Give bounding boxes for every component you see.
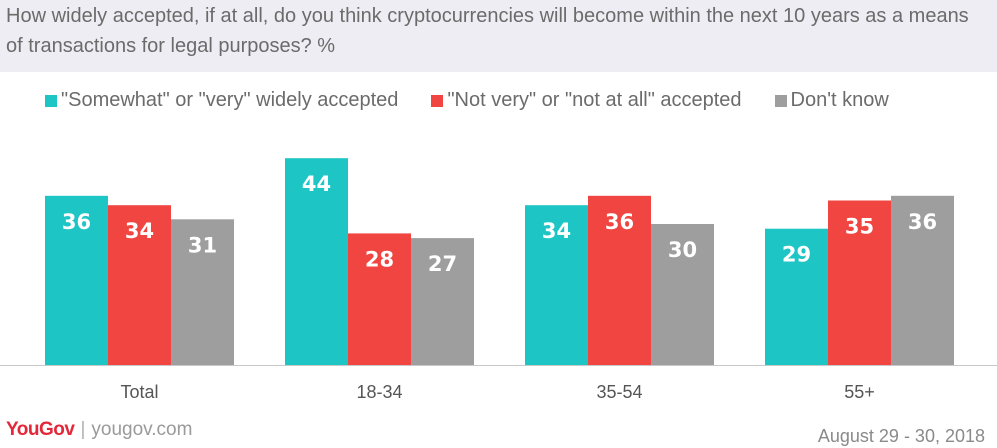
legend-label-dont-know: Don't know xyxy=(790,89,889,111)
legend-item-somewhat-very: "Somewhat" or "very" widely accepted xyxy=(45,89,398,112)
footer-separator: | xyxy=(80,419,86,440)
bar-3-3 xyxy=(651,224,714,365)
bar-2-2 xyxy=(348,233,411,365)
category-label-4: 55+ xyxy=(844,382,875,402)
data-label-2-3: 36 xyxy=(605,210,634,234)
footer-url: yougov.com xyxy=(91,419,193,440)
data-label-2-2: 28 xyxy=(365,247,394,271)
bar-2-1 xyxy=(108,205,171,365)
chart-title: How widely accepted, if at all, do you t… xyxy=(6,5,969,57)
category-label-2: 18-34 xyxy=(356,382,402,402)
bar-1-1 xyxy=(45,195,108,365)
legend-swatch-dont-know xyxy=(774,94,787,107)
legend: "Somewhat" or "very" widely accepted "No… xyxy=(45,89,889,112)
bar-1-4 xyxy=(765,228,828,365)
category-label-1: Total xyxy=(120,382,158,402)
bar-1-2 xyxy=(285,158,348,365)
legend-swatch-not-very-not-at-all xyxy=(431,94,444,107)
data-label-2-1: 34 xyxy=(125,219,154,243)
data-label-1-2: 44 xyxy=(302,172,331,196)
category-label-3: 35-54 xyxy=(596,382,642,402)
data-label-3-4: 36 xyxy=(908,210,937,234)
title-box: How widely accepted, if at all, do you t… xyxy=(0,0,997,72)
legend-swatch-somewhat-very xyxy=(45,94,57,107)
data-label-3-2: 27 xyxy=(428,252,457,276)
bar-2-4 xyxy=(828,200,891,365)
footer-brand: YouGov | yougov.com xyxy=(6,419,192,441)
data-label-1-1: 36 xyxy=(62,210,91,234)
data-label-2-4: 35 xyxy=(845,215,874,239)
bar-2-3 xyxy=(588,195,651,365)
bar-1-3 xyxy=(525,205,588,365)
data-label-1-3: 34 xyxy=(542,219,571,243)
bar-3-2 xyxy=(411,238,474,365)
data-label-1-4: 29 xyxy=(782,243,811,267)
bar-3-4 xyxy=(891,195,954,365)
data-label-3-1: 31 xyxy=(188,233,217,257)
legend-item-dont-know: Don't know xyxy=(774,89,889,112)
yougov-logo: YouGov xyxy=(6,419,75,440)
legend-item-not-very-not-at-all: "Not very" or "not at all" accepted xyxy=(431,89,742,112)
data-label-3-3: 30 xyxy=(668,238,697,262)
bar-3-1 xyxy=(171,219,234,365)
footer-date: August 29 - 30, 2018 xyxy=(817,426,985,446)
legend-label-not-very-not-at-all: "Not very" or "not at all" accepted xyxy=(447,89,742,111)
legend-label-somewhat-very: "Somewhat" or "very" widely accepted xyxy=(61,89,399,111)
